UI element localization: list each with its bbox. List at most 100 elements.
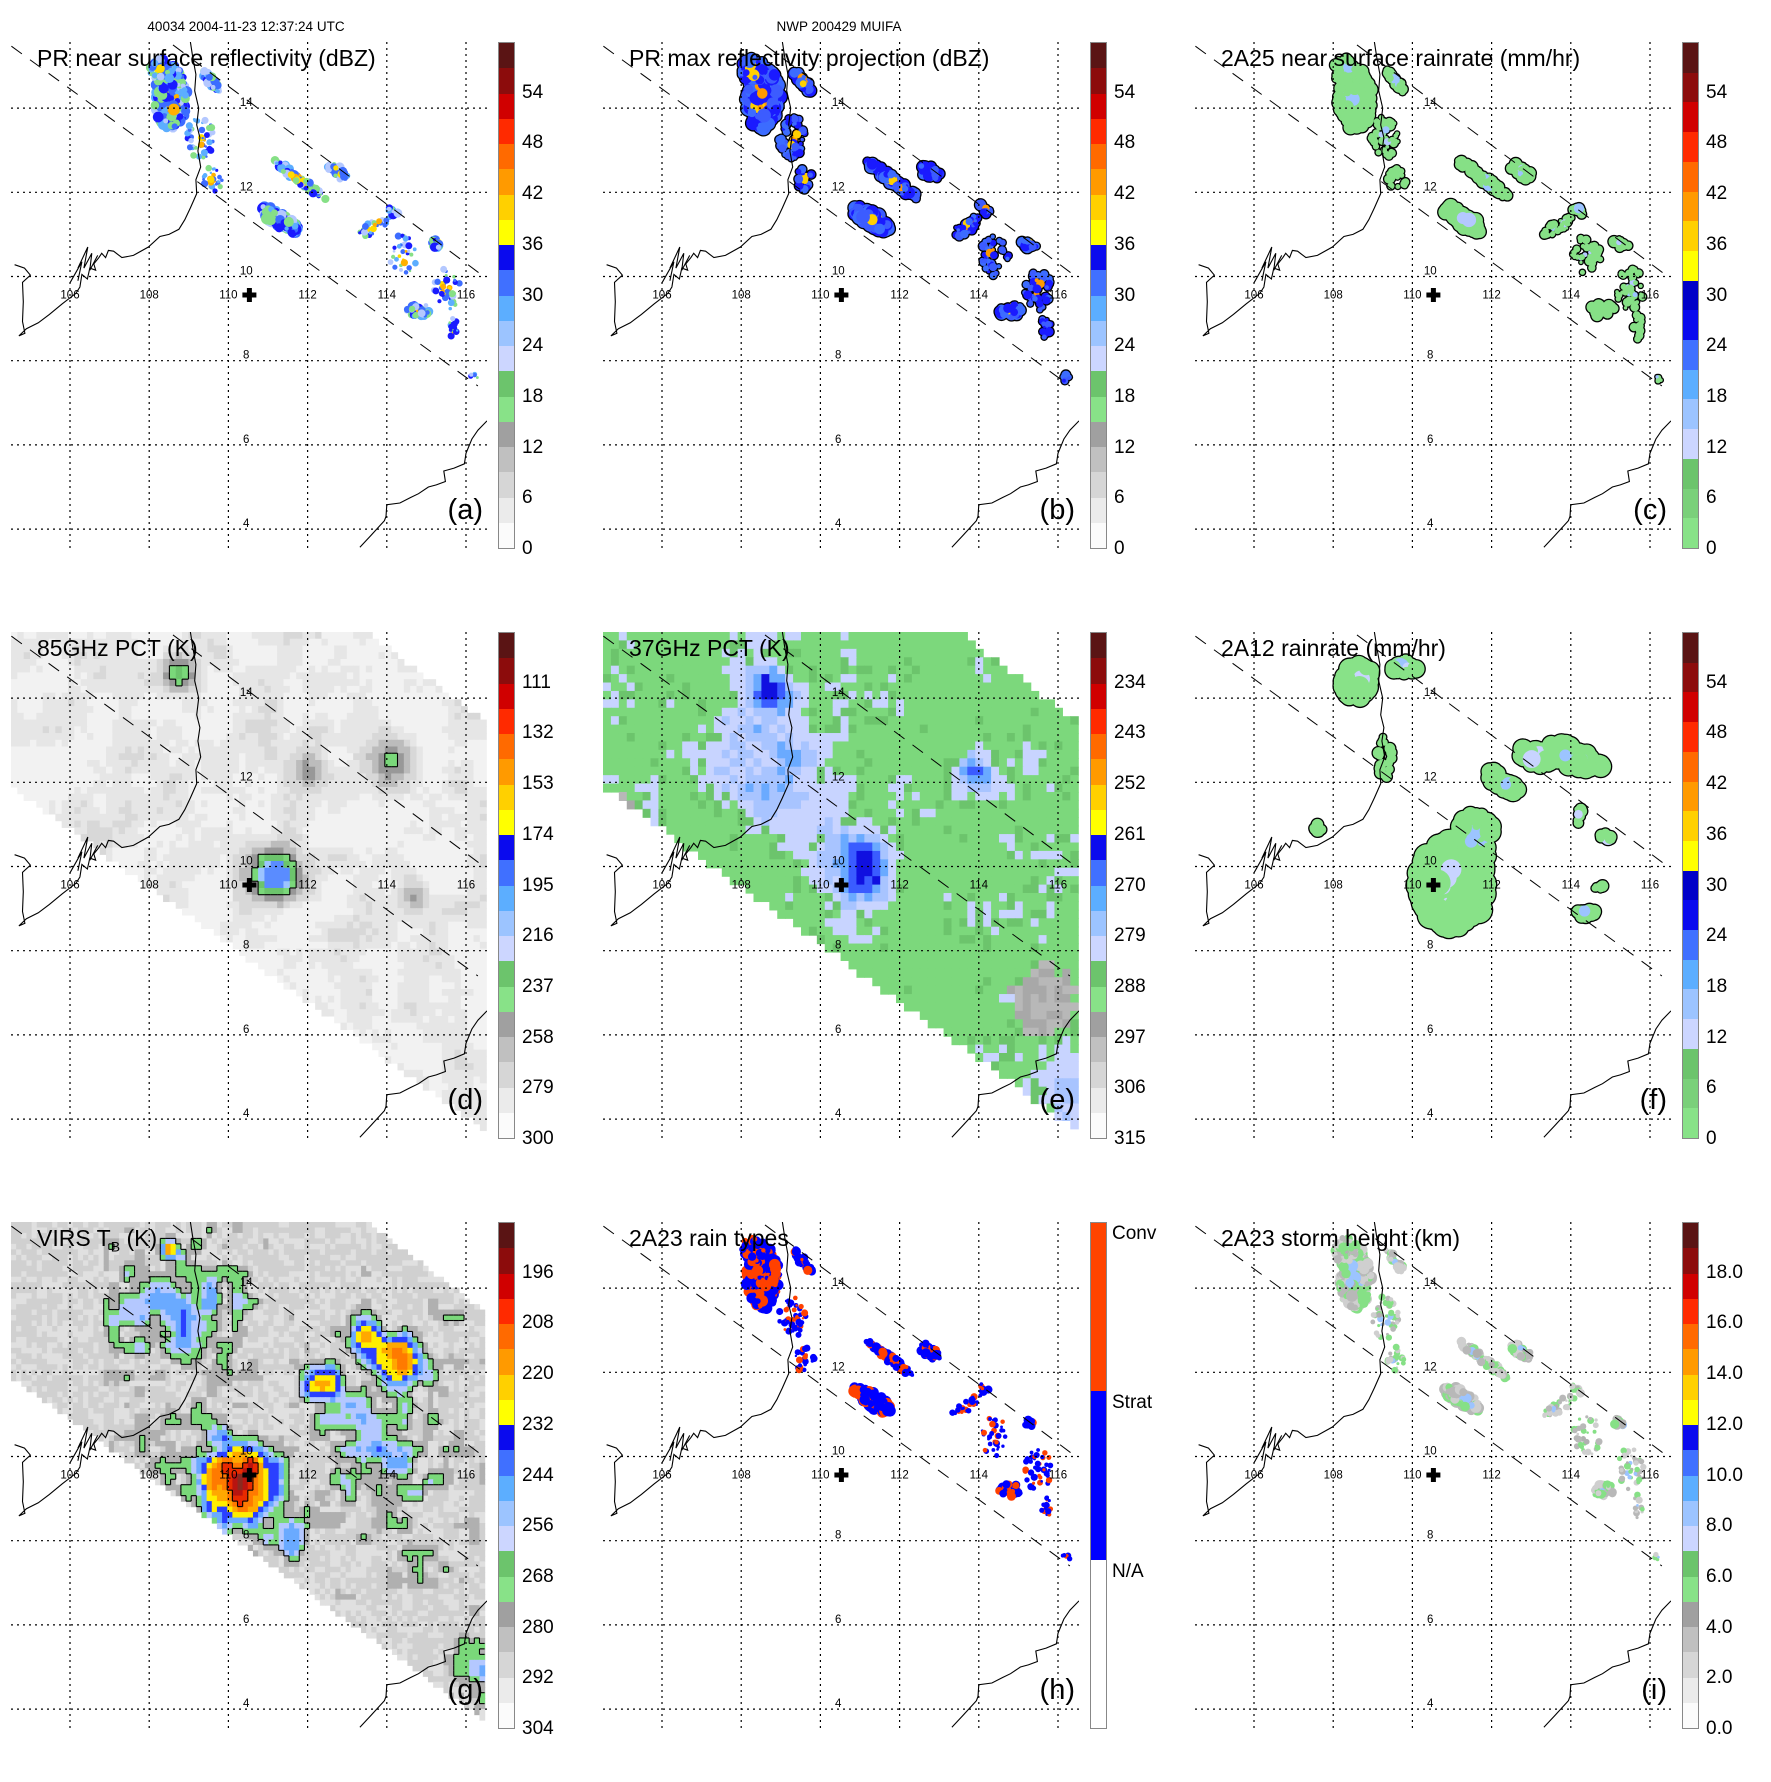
colorbar-segment [1091,472,1106,497]
colorbar-segment [499,68,514,93]
colorbar-tick-label: 132 [522,722,554,744]
colorbar-segment [1091,1113,1106,1138]
colorbar-segment [499,346,514,371]
colorbar-segment [1091,1012,1106,1037]
colorbar-tick-label: 18 [1114,386,1135,408]
colorbar-tick-label: 315 [1114,1128,1146,1150]
colorbar-segment [499,94,514,119]
colorbar-tick-label: 54 [1706,82,1727,104]
panel-title: 2A23 storm height (km) [1221,1225,1460,1252]
lat-tick-label: 14 [240,97,253,109]
lon-tick-label: 112 [890,1469,908,1481]
rain-pixels [738,53,1072,384]
colorbar-segment [1683,459,1698,489]
colorbar-tick-label: 244 [522,1465,554,1487]
colorbar-tick-label: 18.0 [1706,1262,1743,1284]
colorbar-segment [499,835,514,860]
colorbar-segment [499,1400,514,1425]
lon-tick-label: 110 [1403,289,1421,301]
colorbar-segment [1683,1049,1698,1079]
colorbar [1682,1222,1699,1729]
colorbar-tick-label: 0.0 [1706,1718,1732,1740]
lon-tick-label: 114 [970,879,989,891]
colorbar [1090,1222,1107,1729]
lat-tick-label: 10 [240,265,253,277]
colorbar-tick-label: 304 [522,1718,554,1740]
colorbar-segment [1091,144,1106,169]
colorbar-tick-label: 18 [1706,976,1727,998]
colorbar-tick-label: Conv [1112,1223,1156,1245]
colorbar-tick-label: 6 [522,487,533,509]
colorbar-segment [499,886,514,911]
colorbar-segment [499,169,514,194]
colorbar-segment [1683,1425,1698,1450]
colorbar-segment [499,1113,514,1138]
panel-letter: (e) [1040,1084,1075,1117]
colorbar-segment [1091,734,1106,759]
colorbar-tick-label: 10.0 [1706,1465,1743,1487]
colorbar-segment [1091,936,1106,961]
lon-tick-label: 114 [970,289,989,301]
colorbar-segment [1091,220,1106,245]
colorbar-segment [499,1088,514,1113]
colorbar-segment [499,321,514,346]
lon-tick-label: 114 [378,289,397,301]
colorbar-tick-label: 18 [522,386,543,408]
colorbar-segment [1091,270,1106,295]
lon-tick-label: 110 [1403,1469,1421,1481]
lon-tick-label: 110 [219,289,237,301]
colorbar-segment [1091,1037,1106,1062]
colorbar-segment [499,1602,514,1627]
colorbar-segment [1683,752,1698,782]
colorbar-tick-label: 232 [522,1414,554,1436]
colorbar-tick-label: 256 [522,1515,554,1537]
lon-tick-label: 116 [457,879,475,891]
lat-tick-label: 8 [243,1530,249,1542]
colorbar-segment [1091,1223,1106,1391]
rain-pixels [146,55,479,379]
colorbar-tick-label: 195 [522,875,554,897]
lon-tick-label: 108 [732,1469,751,1481]
colorbar-segment [499,633,514,658]
lat-tick-label: 6 [1427,1614,1433,1626]
lon-tick-label: 108 [1324,879,1343,891]
panel-letter: (h) [1040,1674,1075,1707]
colorbar-segment [499,1274,514,1299]
colorbar-tick-label: 237 [522,976,554,998]
lon-tick-label: 106 [60,879,79,891]
lat-tick-label: 6 [1427,434,1433,446]
colorbar-tick-label: 12 [1114,437,1135,459]
colorbar-tick-label: 153 [522,773,554,795]
lat-tick-label: 4 [243,1108,250,1120]
colorbar-segment [1683,989,1698,1019]
colorbar-segment [1683,960,1698,990]
lat-tick-label: 14 [1424,97,1437,109]
lon-tick-label: 114 [1562,879,1581,891]
lat-tick-label: 10 [832,265,845,277]
lat-tick-label: 6 [243,1614,249,1626]
colorbar-tick-label: 6.0 [1706,1566,1732,1588]
colorbar [498,42,515,549]
colorbar-segment [1683,1703,1698,1728]
colorbar-segment [1091,709,1106,734]
colorbar-segment [1091,1391,1106,1559]
colorbar-segment [1091,195,1106,220]
lon-tick-label: 112 [1482,289,1500,301]
colorbar-tick-label: 42 [1114,183,1135,205]
lat-tick-label: 8 [243,350,249,362]
colorbar-tick-label: 36 [1706,824,1727,846]
colorbar-segment [1683,1324,1698,1349]
lon-tick-label: 108 [140,289,159,301]
storm-center-cross-icon [834,288,848,302]
panel-title: VIRS TB (K) [37,1225,157,1255]
colorbar-tick-label: 24 [1706,925,1727,947]
